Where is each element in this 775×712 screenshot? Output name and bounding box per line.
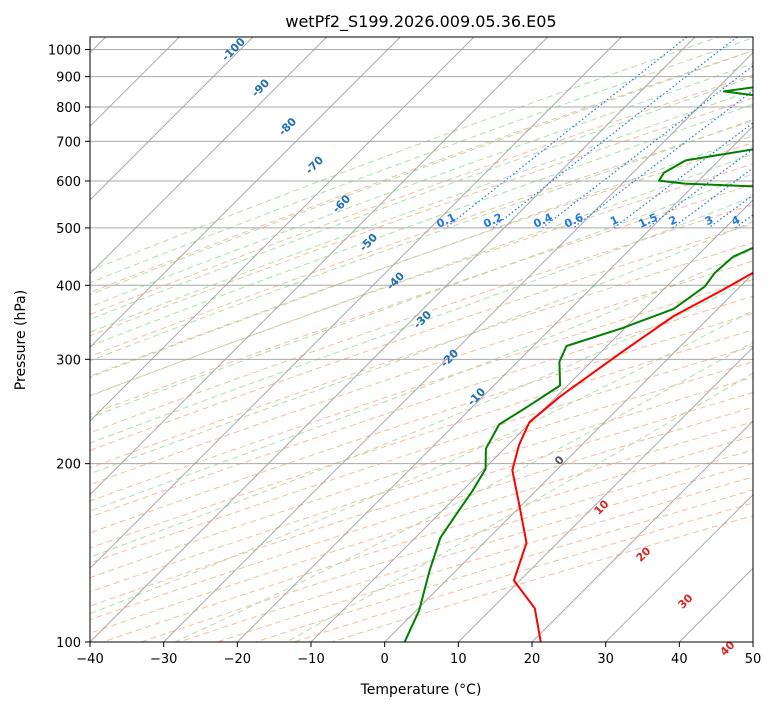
chart-title: wetPf2_S199.2026.009.05.36.E05 <box>285 12 556 32</box>
y-tick-label: 400 <box>56 279 81 294</box>
x-tick-label: −10 <box>297 652 324 667</box>
x-tick-label: 20 <box>524 652 541 667</box>
x-tick-label: −30 <box>150 652 177 667</box>
y-tick-label: 300 <box>56 353 81 368</box>
x-axis-label: Temperature (°C) <box>360 682 482 698</box>
y-tick-label: 500 <box>56 222 81 237</box>
y-tick-label: 600 <box>56 175 81 190</box>
x-tick-label: 0 <box>381 652 389 667</box>
x-tick-label: 50 <box>745 652 762 667</box>
x-tick-label: −20 <box>224 652 251 667</box>
x-tick-label: 30 <box>597 652 614 667</box>
y-axis-label: Pressure (hPa) <box>13 290 29 390</box>
y-tick-label: 100 <box>56 636 81 651</box>
y-tick-label: 200 <box>56 458 81 473</box>
x-tick-label: 40 <box>671 652 688 667</box>
x-tick-label: −40 <box>76 652 103 667</box>
x-tick-label: 10 <box>450 652 467 667</box>
y-tick-label: 900 <box>56 71 81 86</box>
y-tick-label: 700 <box>56 135 81 150</box>
y-tick-label: 800 <box>56 101 81 116</box>
y-tick-label: 1000 <box>48 44 81 59</box>
